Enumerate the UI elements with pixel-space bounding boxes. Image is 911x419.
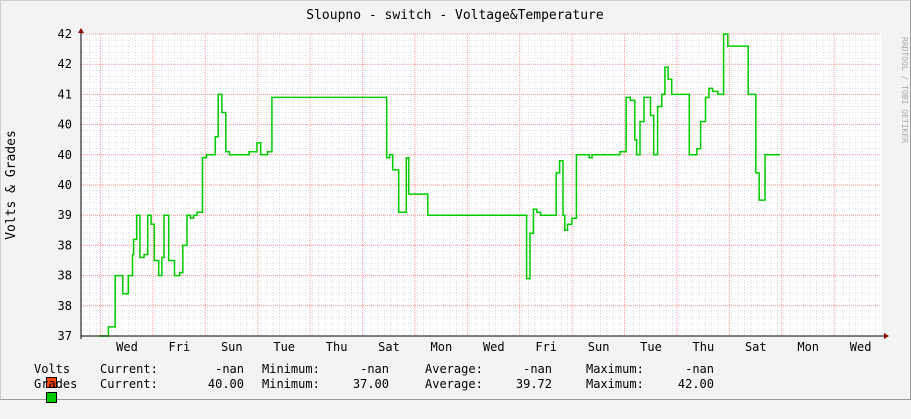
rrdtool-watermark: RRDTOOL / TOBI OETIKER: [900, 37, 909, 143]
y-tick-label: 38: [58, 238, 72, 252]
series-lines: [99, 33, 781, 337]
x-tick-label: Wed: [483, 340, 505, 354]
y-tick-label: 39: [58, 208, 72, 222]
y-tick-labels: 37 38 38 38 39 40 40 40 41 42 42: [58, 27, 72, 343]
y-tick-label: 38: [58, 269, 72, 283]
x-tick-label: Sat: [378, 340, 400, 354]
x-tick-label: Wed: [850, 340, 872, 354]
y-axis-label: Volts & Grades: [4, 130, 19, 240]
legend-name: Grades: [34, 377, 78, 391]
y-tick-label: 40: [58, 118, 72, 132]
legend-row-grades: Grades Current: 40.00 Minimum: 37.00 Average:…: [17, 377, 714, 403]
x-tick-label: Tue: [640, 340, 662, 354]
y-tick-label: 41: [58, 87, 72, 101]
y-tick-label: 38: [58, 299, 72, 313]
x-tick-labels: Wed Fri Sun Tue Thu Sat Mon Wed Fri Sun Tue Thu Sat M…: [116, 340, 871, 354]
x-tick-label: Tue: [273, 340, 295, 354]
x-tick-label: Sat: [745, 340, 767, 354]
minimum-label: Minimum:: [262, 362, 320, 376]
y-tick-label: 42: [58, 57, 72, 71]
average-label: Average:: [425, 377, 483, 391]
volts-swatch: [45, 377, 57, 388]
x-tick-label: Sun: [221, 340, 243, 354]
x-tick-label: Wed: [116, 340, 138, 354]
current-label: Current:: [100, 377, 158, 391]
minimum-label: Minimum:: [262, 377, 320, 391]
maximum-label: Maximum:: [586, 377, 644, 391]
maximum-value: 42.00: [677, 377, 714, 391]
x-tick-label: Fri: [169, 340, 191, 354]
x-tick-label: Sun: [588, 340, 610, 354]
grades-swatch: [45, 392, 57, 403]
current-label: Current:: [100, 362, 158, 376]
legend-row-volts: Volts Current: -nan Minimum: -nan Average: -na…: [17, 362, 714, 388]
y-tick-label: 40: [58, 148, 72, 162]
current-value: 40.00: [207, 377, 244, 391]
minimum-value: -nan: [360, 362, 389, 376]
x-tick-label: Mon: [431, 340, 453, 354]
x-axis-arrow: [884, 333, 889, 339]
x-tick-label: Fri: [535, 340, 557, 354]
y-tick-label: 40: [58, 178, 72, 192]
grades-series-line: [99, 33, 781, 337]
average-value: 39.72: [515, 377, 552, 391]
legend-name: Volts: [34, 362, 71, 376]
x-tick-label: Thu: [693, 340, 715, 354]
x-tick-label: Thu: [326, 340, 348, 354]
y-tick-label: 37: [58, 329, 72, 343]
chart-title: Sloupno - switch - Voltage&Temperature: [306, 8, 604, 23]
average-label: Average:: [425, 362, 483, 376]
plot-area: 37 38 38 38 39 40 40 40 41 42 42 Wed Fri Sun Tue Thu Sa…: [58, 27, 889, 354]
y-axis-arrow: [78, 28, 84, 33]
average-value: -nan: [523, 362, 552, 376]
y-tick-label: 42: [58, 27, 72, 41]
axes: [78, 28, 889, 339]
maximum-value: -nan: [685, 362, 714, 376]
current-value: -nan: [215, 362, 244, 376]
voltage-temperature-chart: Sloupno - switch - Voltage&Temperature V…: [4, 8, 909, 354]
maximum-label: Maximum:: [586, 362, 644, 376]
x-tick-label: Mon: [797, 340, 819, 354]
minimum-value: 37.00: [352, 377, 389, 391]
